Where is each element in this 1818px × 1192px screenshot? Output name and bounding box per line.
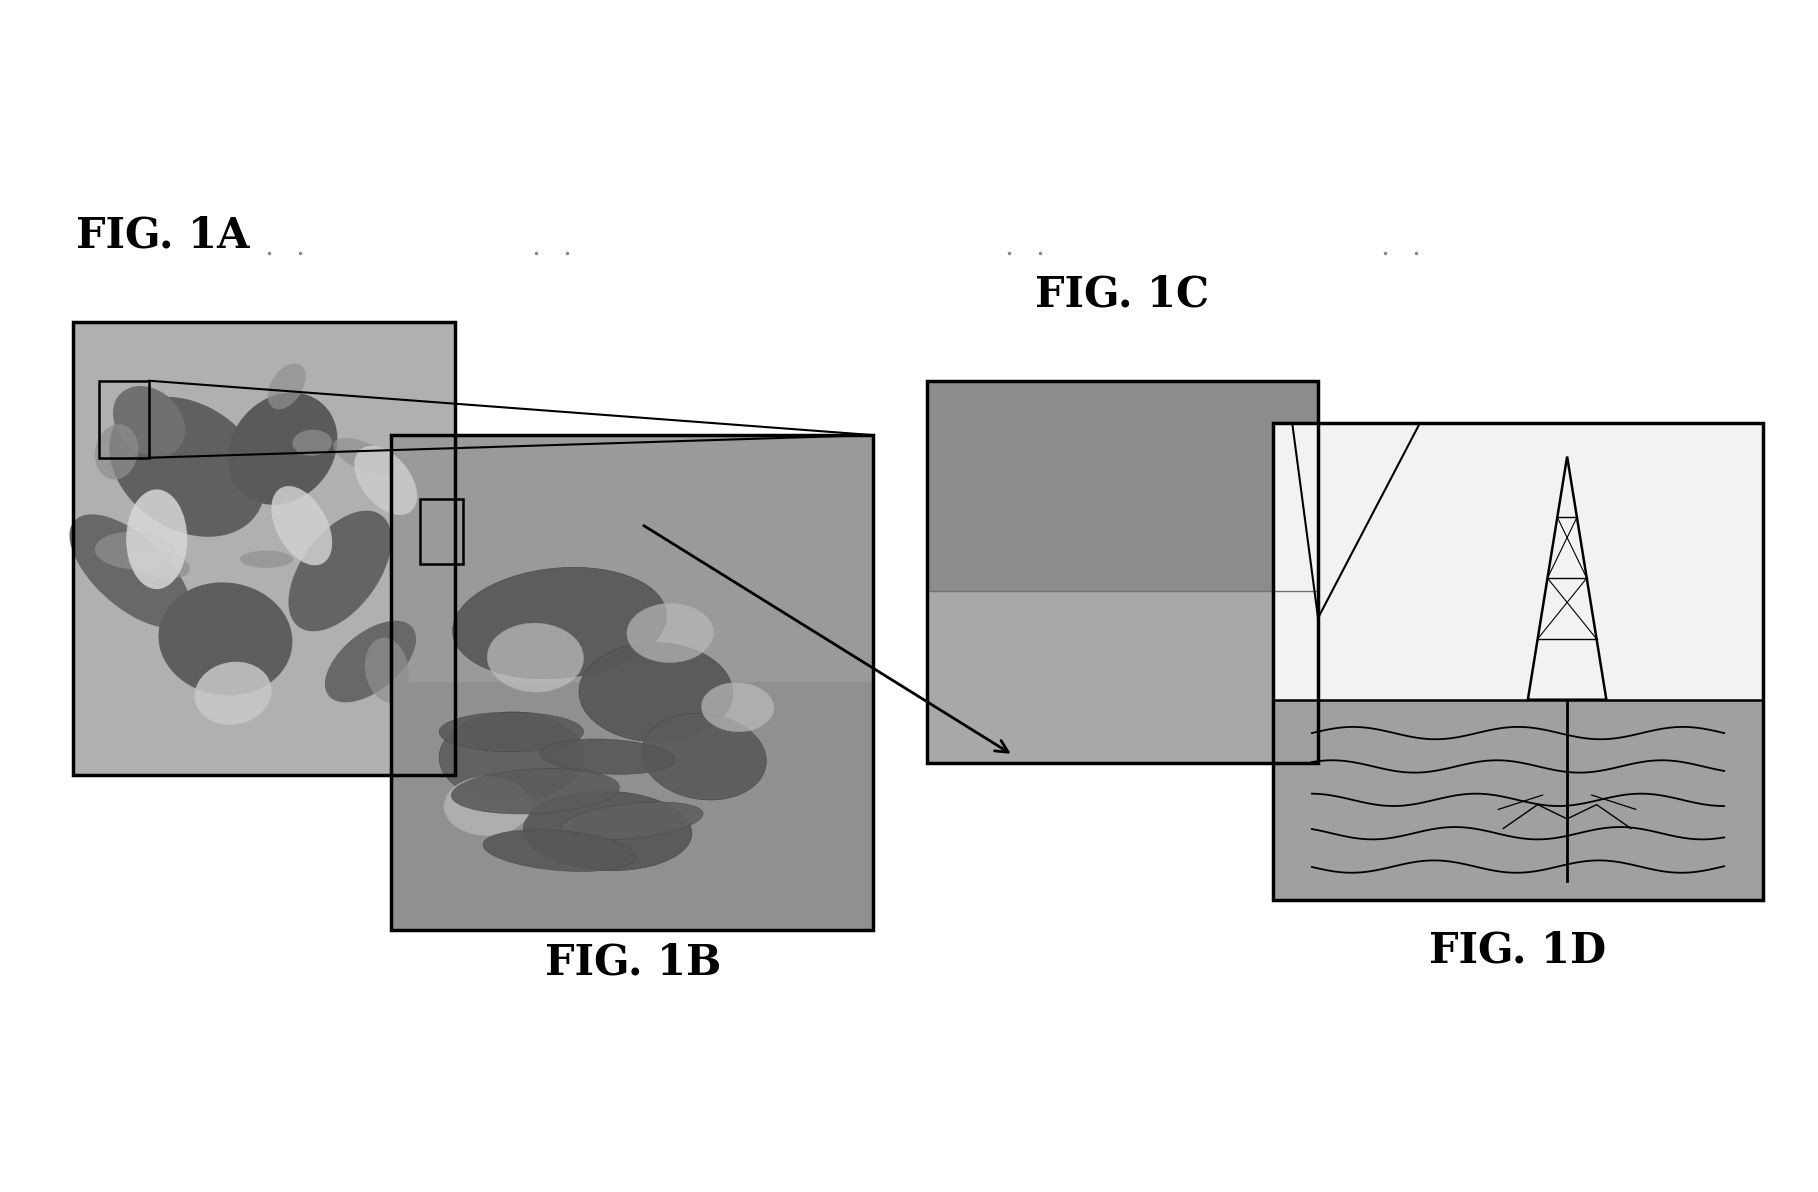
- Bar: [73, 322, 454, 775]
- Ellipse shape: [227, 392, 338, 504]
- Ellipse shape: [440, 712, 584, 752]
- Ellipse shape: [451, 769, 620, 814]
- Ellipse shape: [440, 712, 584, 801]
- Text: FIG. 1A: FIG. 1A: [76, 215, 249, 256]
- Ellipse shape: [524, 791, 693, 870]
- Ellipse shape: [627, 603, 714, 663]
- Ellipse shape: [444, 776, 531, 836]
- Ellipse shape: [95, 424, 138, 479]
- Ellipse shape: [484, 830, 636, 871]
- Ellipse shape: [578, 642, 733, 741]
- Bar: [1273, 700, 1763, 900]
- Bar: [391, 435, 873, 682]
- Ellipse shape: [453, 567, 667, 678]
- Bar: [927, 591, 1318, 763]
- Ellipse shape: [113, 386, 185, 457]
- Ellipse shape: [333, 437, 395, 474]
- Ellipse shape: [240, 551, 293, 567]
- Bar: [73, 322, 454, 775]
- Bar: [420, 499, 464, 564]
- Ellipse shape: [127, 548, 191, 578]
- Ellipse shape: [125, 490, 187, 589]
- Ellipse shape: [95, 532, 175, 570]
- Bar: [1273, 423, 1763, 900]
- Text: FIG. 1B: FIG. 1B: [545, 942, 720, 983]
- Ellipse shape: [267, 364, 305, 409]
- Ellipse shape: [69, 515, 191, 627]
- Ellipse shape: [289, 510, 391, 632]
- Text: FIG. 1D: FIG. 1D: [1429, 930, 1607, 971]
- Ellipse shape: [487, 623, 584, 693]
- Ellipse shape: [293, 429, 333, 455]
- Bar: [391, 435, 873, 930]
- Bar: [100, 380, 149, 458]
- Text: FIG. 1C: FIG. 1C: [1034, 274, 1209, 316]
- Ellipse shape: [560, 802, 704, 840]
- Ellipse shape: [540, 739, 674, 775]
- Ellipse shape: [271, 486, 333, 565]
- Ellipse shape: [365, 638, 409, 702]
- Ellipse shape: [158, 583, 293, 695]
- Ellipse shape: [195, 662, 271, 725]
- Ellipse shape: [109, 397, 265, 536]
- Ellipse shape: [355, 446, 416, 515]
- Ellipse shape: [325, 621, 416, 702]
- Ellipse shape: [642, 713, 765, 800]
- Ellipse shape: [702, 683, 774, 732]
- Bar: [927, 381, 1318, 763]
- Bar: [391, 435, 873, 930]
- Bar: [927, 381, 1318, 591]
- Bar: [1273, 423, 1763, 700]
